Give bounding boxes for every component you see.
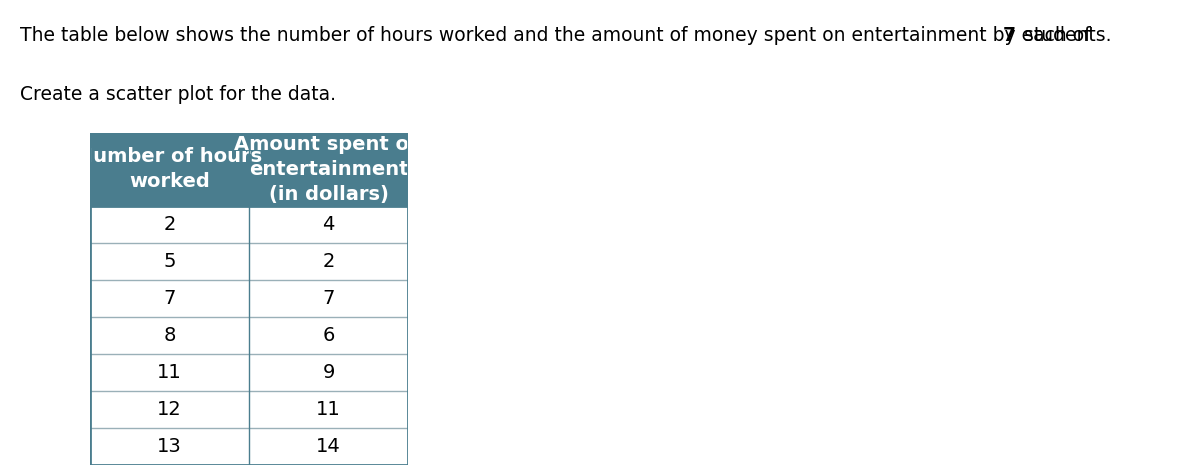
Text: 7: 7 bbox=[163, 289, 175, 308]
Text: The table below shows the number of hours worked and the amount of money spent o: The table below shows the number of hour… bbox=[20, 26, 1097, 45]
Text: 14: 14 bbox=[316, 437, 341, 456]
Text: 7: 7 bbox=[323, 289, 335, 308]
Bar bbox=[250, 354, 408, 391]
Text: 5: 5 bbox=[163, 252, 175, 271]
Bar bbox=[250, 133, 408, 206]
Bar bbox=[250, 243, 408, 280]
Text: Number of hours
worked: Number of hours worked bbox=[77, 147, 262, 191]
Text: students.: students. bbox=[1018, 26, 1111, 45]
Text: 4: 4 bbox=[323, 215, 335, 234]
Bar bbox=[90, 428, 250, 465]
Text: 7: 7 bbox=[1003, 26, 1016, 45]
Text: Amount spent on
entertainment
(in dollars): Amount spent on entertainment (in dollar… bbox=[234, 135, 422, 204]
Text: 6: 6 bbox=[323, 326, 335, 345]
Text: 11: 11 bbox=[157, 363, 182, 382]
Bar bbox=[90, 243, 250, 280]
Text: Create a scatter plot for the data.: Create a scatter plot for the data. bbox=[20, 85, 336, 104]
Bar bbox=[250, 280, 408, 317]
Text: 12: 12 bbox=[157, 400, 182, 419]
Text: 11: 11 bbox=[316, 400, 341, 419]
Text: 8: 8 bbox=[163, 326, 175, 345]
Bar bbox=[250, 428, 408, 465]
Bar bbox=[90, 206, 250, 243]
Text: 13: 13 bbox=[157, 437, 182, 456]
Text: 9: 9 bbox=[323, 363, 335, 382]
Bar bbox=[250, 317, 408, 354]
Bar bbox=[90, 133, 250, 206]
Bar bbox=[250, 206, 408, 243]
Bar bbox=[90, 354, 250, 391]
Bar bbox=[90, 280, 250, 317]
Bar bbox=[250, 391, 408, 428]
Bar bbox=[90, 317, 250, 354]
Text: 2: 2 bbox=[323, 252, 335, 271]
Bar bbox=[90, 391, 250, 428]
Text: 2: 2 bbox=[163, 215, 175, 234]
